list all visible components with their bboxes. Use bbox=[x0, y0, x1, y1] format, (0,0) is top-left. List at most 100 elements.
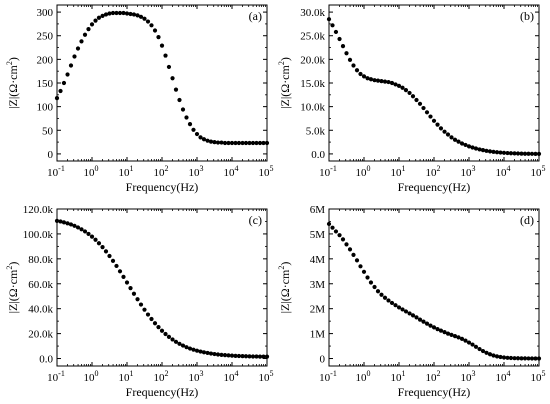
data-point bbox=[529, 356, 535, 361]
data-point bbox=[236, 140, 242, 146]
data-point bbox=[484, 148, 489, 153]
data-point bbox=[442, 330, 447, 335]
data-point bbox=[96, 241, 102, 246]
data-point bbox=[110, 258, 116, 263]
data-point bbox=[194, 348, 200, 353]
data-point bbox=[400, 307, 405, 312]
data-point bbox=[354, 258, 360, 263]
data-point bbox=[254, 140, 259, 146]
data-point bbox=[212, 351, 217, 357]
data-point bbox=[54, 218, 60, 223]
data-point bbox=[337, 36, 342, 42]
y-tick-label: 0.0 bbox=[311, 149, 325, 161]
panel-b: 10-1 100 101 102 103 104 105 0.0 5.0k 10.0k 15.0k 2… bbox=[277, 4, 546, 194]
data-point bbox=[407, 311, 412, 316]
data-point bbox=[365, 275, 370, 280]
data-point bbox=[128, 286, 133, 291]
data-point bbox=[368, 77, 374, 82]
y-tick-label: 40.0k bbox=[28, 304, 53, 316]
data-point bbox=[375, 78, 381, 83]
data-point bbox=[159, 328, 165, 333]
data-point bbox=[351, 63, 356, 68]
data-point bbox=[421, 105, 426, 111]
y-axis-title: |Z|(Ω·cm2) bbox=[5, 57, 20, 109]
data-point bbox=[386, 298, 391, 303]
x-tick-label: 105 bbox=[531, 164, 546, 179]
data-point bbox=[180, 107, 186, 112]
data-point bbox=[354, 68, 360, 73]
plot-frame bbox=[328, 208, 540, 367]
data-point bbox=[100, 13, 105, 18]
data-point bbox=[184, 115, 189, 120]
y-axis-title: |Z|(Ω·cm2) bbox=[277, 262, 292, 314]
y-axis-title: |Z|(Ω·cm2) bbox=[277, 57, 292, 109]
data-point bbox=[156, 325, 161, 330]
data-point bbox=[184, 345, 189, 350]
y-tick-label: 100.0k bbox=[23, 229, 54, 241]
x-tick-label: 103 bbox=[189, 164, 204, 179]
data-point bbox=[477, 147, 482, 152]
data-point bbox=[372, 78, 377, 83]
data-point bbox=[89, 22, 95, 27]
data-point bbox=[396, 305, 402, 310]
data-point bbox=[219, 140, 224, 145]
data-point bbox=[508, 151, 514, 156]
data-point bbox=[470, 145, 475, 150]
y-tick-label: 4M bbox=[310, 254, 326, 266]
data-point bbox=[198, 135, 203, 140]
data-point bbox=[428, 114, 433, 119]
x-tick-label: 103 bbox=[461, 164, 476, 179]
y-tick-label: 20.0k bbox=[28, 329, 53, 341]
data-point bbox=[466, 340, 472, 345]
data-point bbox=[264, 354, 270, 359]
x-tick-label: 105 bbox=[531, 369, 546, 384]
data-point bbox=[494, 354, 500, 359]
data-point bbox=[473, 146, 479, 151]
data-point bbox=[58, 219, 63, 224]
data-point bbox=[491, 149, 496, 154]
x-tick-label: 100 bbox=[84, 369, 99, 384]
data-point bbox=[515, 356, 521, 361]
data-point bbox=[333, 29, 339, 35]
data-point bbox=[215, 352, 221, 357]
data-point bbox=[330, 23, 335, 28]
data-point bbox=[124, 11, 130, 16]
data-point bbox=[480, 348, 486, 354]
data-point bbox=[205, 350, 210, 356]
data-point bbox=[410, 313, 416, 318]
data-point bbox=[142, 16, 147, 21]
data-point bbox=[159, 43, 165, 48]
data-point bbox=[121, 274, 126, 280]
data-point bbox=[152, 321, 158, 326]
data-point bbox=[386, 79, 391, 85]
y-axis-title: |Z|(Ω·cm2) bbox=[5, 262, 20, 314]
data-point bbox=[417, 101, 423, 106]
x-tick-label: 102 bbox=[154, 369, 169, 384]
panel-a: 10-1 100 101 102 103 104 105 0 50 100 150 200 250 300… bbox=[5, 4, 274, 194]
data-point bbox=[393, 303, 398, 308]
data-point bbox=[361, 74, 367, 79]
data-point bbox=[65, 221, 70, 226]
y-tick-label: 20.0k bbox=[300, 54, 325, 66]
data-point bbox=[480, 148, 486, 153]
data-point bbox=[194, 131, 200, 137]
data-point bbox=[452, 137, 458, 142]
data-point bbox=[86, 27, 91, 32]
data-point bbox=[117, 269, 123, 274]
data-point bbox=[121, 10, 126, 16]
data-point bbox=[173, 339, 179, 344]
data-point bbox=[257, 140, 263, 146]
y-tick-label: 50 bbox=[42, 125, 54, 137]
data-point bbox=[247, 354, 252, 359]
data-point bbox=[536, 151, 542, 157]
data-point bbox=[173, 87, 179, 92]
data-point bbox=[396, 83, 402, 88]
data-point bbox=[519, 356, 524, 361]
data-point bbox=[533, 356, 538, 361]
x-tick-label: 101 bbox=[391, 369, 406, 384]
x-axis-title: Frequency(Hz) bbox=[398, 180, 471, 194]
data-point bbox=[142, 307, 147, 312]
data-point bbox=[100, 245, 105, 250]
data-point bbox=[372, 284, 377, 290]
data-point bbox=[128, 11, 133, 17]
